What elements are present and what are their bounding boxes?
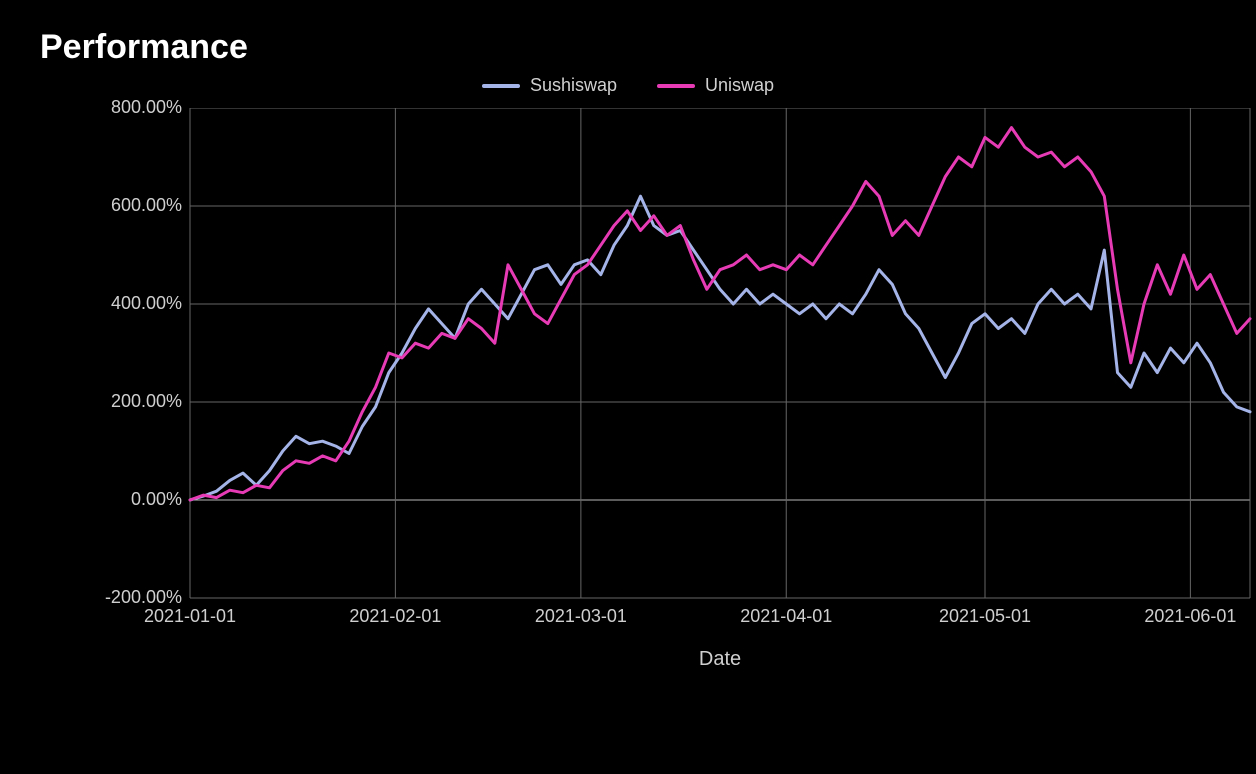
series-line-uniswap xyxy=(190,128,1250,500)
legend-item-uniswap[interactable]: Uniswap xyxy=(657,75,774,96)
x-axis-title: Date xyxy=(699,648,741,671)
chart-container: Performance SushiswapUniswap -200.00%0.0… xyxy=(0,0,1256,774)
chart-plot-area: -200.00%0.00%200.00%400.00%600.00%800.00… xyxy=(30,108,1256,688)
x-tick-label: 2021-06-01 xyxy=(1144,606,1236,627)
x-tick-label: 2021-03-01 xyxy=(535,606,627,627)
x-tick-label: 2021-05-01 xyxy=(939,606,1031,627)
legend-item-sushiswap[interactable]: Sushiswap xyxy=(482,75,617,96)
y-tick-label: 800.00% xyxy=(111,97,182,118)
chart-svg xyxy=(30,108,1256,688)
y-tick-label: 600.00% xyxy=(111,195,182,216)
legend-swatch xyxy=(482,84,520,88)
y-tick-label: 400.00% xyxy=(111,293,182,314)
y-tick-label: 0.00% xyxy=(131,489,182,510)
legend-label: Uniswap xyxy=(705,75,774,96)
legend-swatch xyxy=(657,84,695,88)
series-line-sushiswap xyxy=(190,196,1250,500)
chart-title: Performance xyxy=(40,28,1226,67)
x-tick-label: 2021-01-01 xyxy=(144,606,236,627)
legend-label: Sushiswap xyxy=(530,75,617,96)
legend: Sushiswap Uniswap xyxy=(30,75,1226,96)
y-tick-label: 200.00% xyxy=(111,391,182,412)
x-tick-label: 2021-02-01 xyxy=(349,606,441,627)
x-tick-label: 2021-04-01 xyxy=(740,606,832,627)
